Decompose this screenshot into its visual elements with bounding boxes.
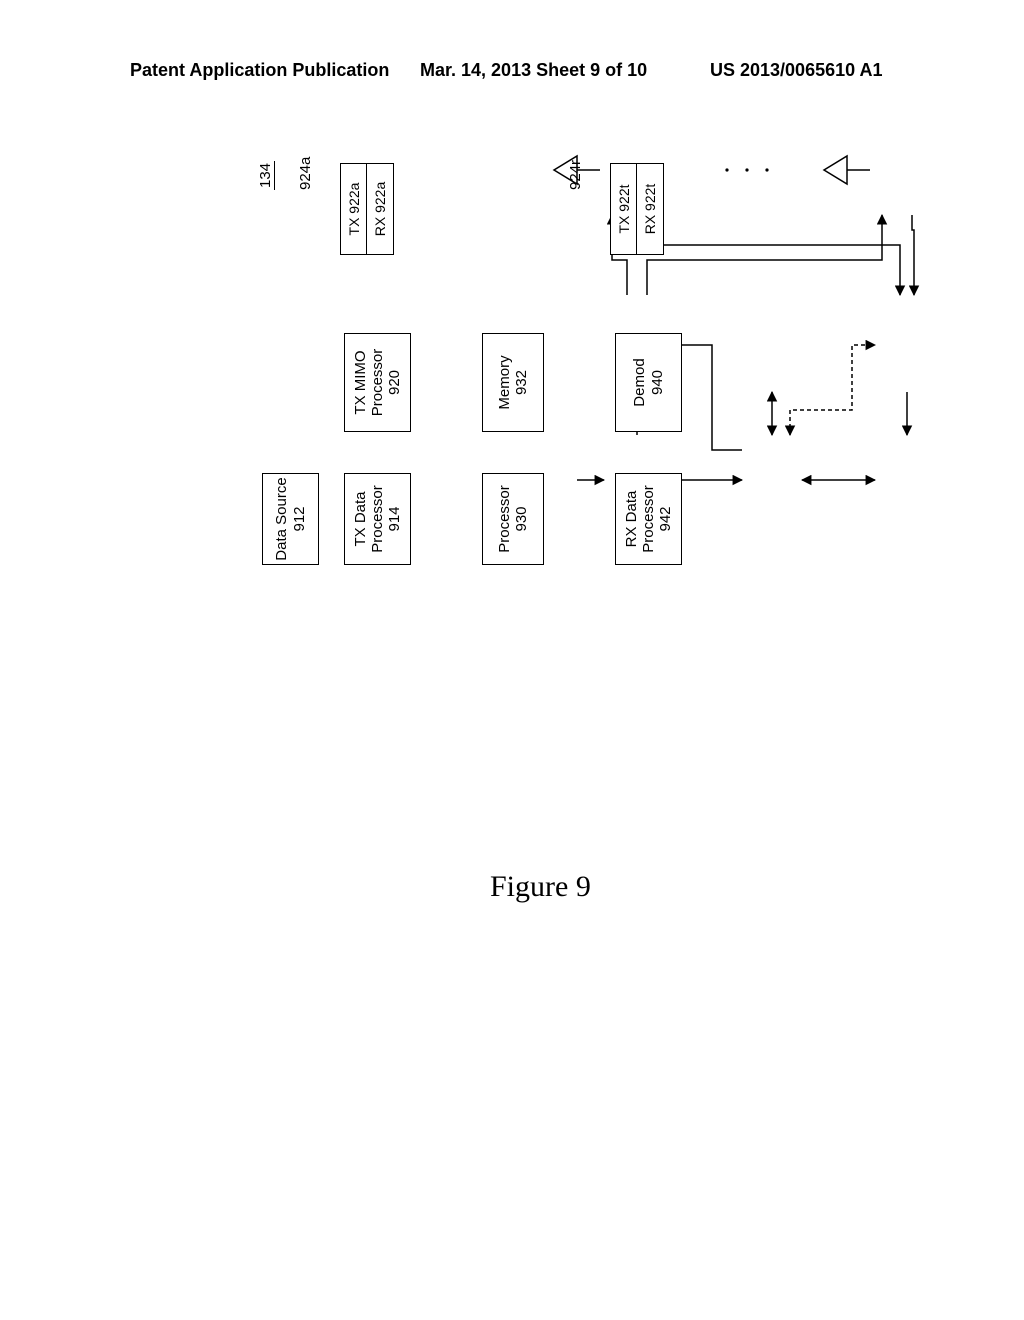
- figure-label: Figure 9: [490, 870, 591, 904]
- block-tx-data-processor: TX Data Processor 914: [344, 473, 411, 565]
- text: TX MIMO: [352, 350, 369, 414]
- block-rx-data-processor: RX Data Processor 942: [615, 473, 682, 565]
- page: Patent Application Publication Mar. 14, …: [0, 0, 1024, 1320]
- text: 920: [386, 370, 403, 395]
- text: Processor: [369, 485, 386, 553]
- text: Processor: [369, 349, 386, 417]
- block-rx-922t: RX 922t: [636, 163, 664, 255]
- block-rx-922a: RX 922a: [366, 163, 394, 255]
- block-demod: Demod 940: [615, 333, 682, 432]
- text: TX Data: [352, 491, 369, 546]
- text: Memory: [496, 355, 513, 409]
- text: RX 922t: [642, 184, 658, 235]
- text: TX 922a: [346, 183, 362, 236]
- ref-num-134: 134: [257, 161, 275, 190]
- text: 932: [513, 370, 530, 395]
- text: Demod: [631, 358, 648, 406]
- wires: [512, 0, 992, 560]
- text: 914: [386, 506, 403, 531]
- block-memory: Memory 932: [482, 333, 544, 432]
- label-924r: 924r: [567, 160, 584, 190]
- text: Data Source: [273, 477, 290, 560]
- text: 940: [649, 370, 666, 395]
- header-left: Patent Application Publication: [130, 60, 389, 81]
- text: 912: [291, 506, 308, 531]
- text: RX 922a: [372, 182, 388, 236]
- block-tx-mimo-processor: TX MIMO Processor 920: [344, 333, 411, 432]
- text: Processor: [640, 485, 657, 553]
- text: 930: [513, 506, 530, 531]
- block-tx-922a: TX 922a: [340, 163, 368, 255]
- block-processor: Processor 930: [482, 473, 544, 565]
- block-tx-922t: TX 922t: [610, 163, 638, 255]
- diagram: 134 Data Source 912 TX Data Processor 91…: [512, 560, 513, 561]
- text: Processor: [496, 485, 513, 553]
- text: 942: [657, 506, 674, 531]
- text: TX 922t: [616, 184, 632, 233]
- label-924a: 924a: [297, 157, 314, 190]
- text: RX Data: [623, 491, 640, 548]
- block-data-source: Data Source 912: [262, 473, 319, 565]
